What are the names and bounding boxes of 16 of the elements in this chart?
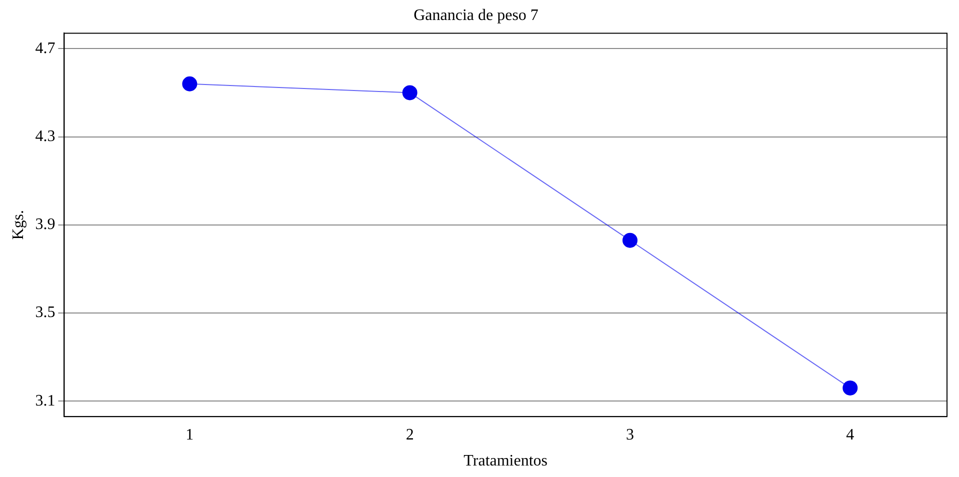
x-tick-label: 1	[186, 426, 194, 444]
y-tick-label: 4.7	[35, 40, 56, 57]
point	[182, 76, 198, 92]
point	[402, 85, 418, 100]
x-tick-label: 3	[626, 426, 634, 444]
x-axis-title: Tratamientos	[464, 452, 548, 470]
y-tick-label: 3.9	[35, 216, 56, 234]
y-tick-label: 3.1	[35, 392, 56, 410]
y-axis-title: Kgs.	[10, 210, 27, 240]
x-tick-label: 4	[846, 426, 854, 444]
y-tick-label: 4.3	[35, 128, 56, 145]
point	[842, 380, 858, 396]
y-tick-label: 3.5	[35, 304, 56, 322]
chart-title: Ganancia de peso 7	[414, 6, 538, 24]
x-tick-label: 2	[406, 426, 414, 444]
point	[622, 232, 638, 248]
